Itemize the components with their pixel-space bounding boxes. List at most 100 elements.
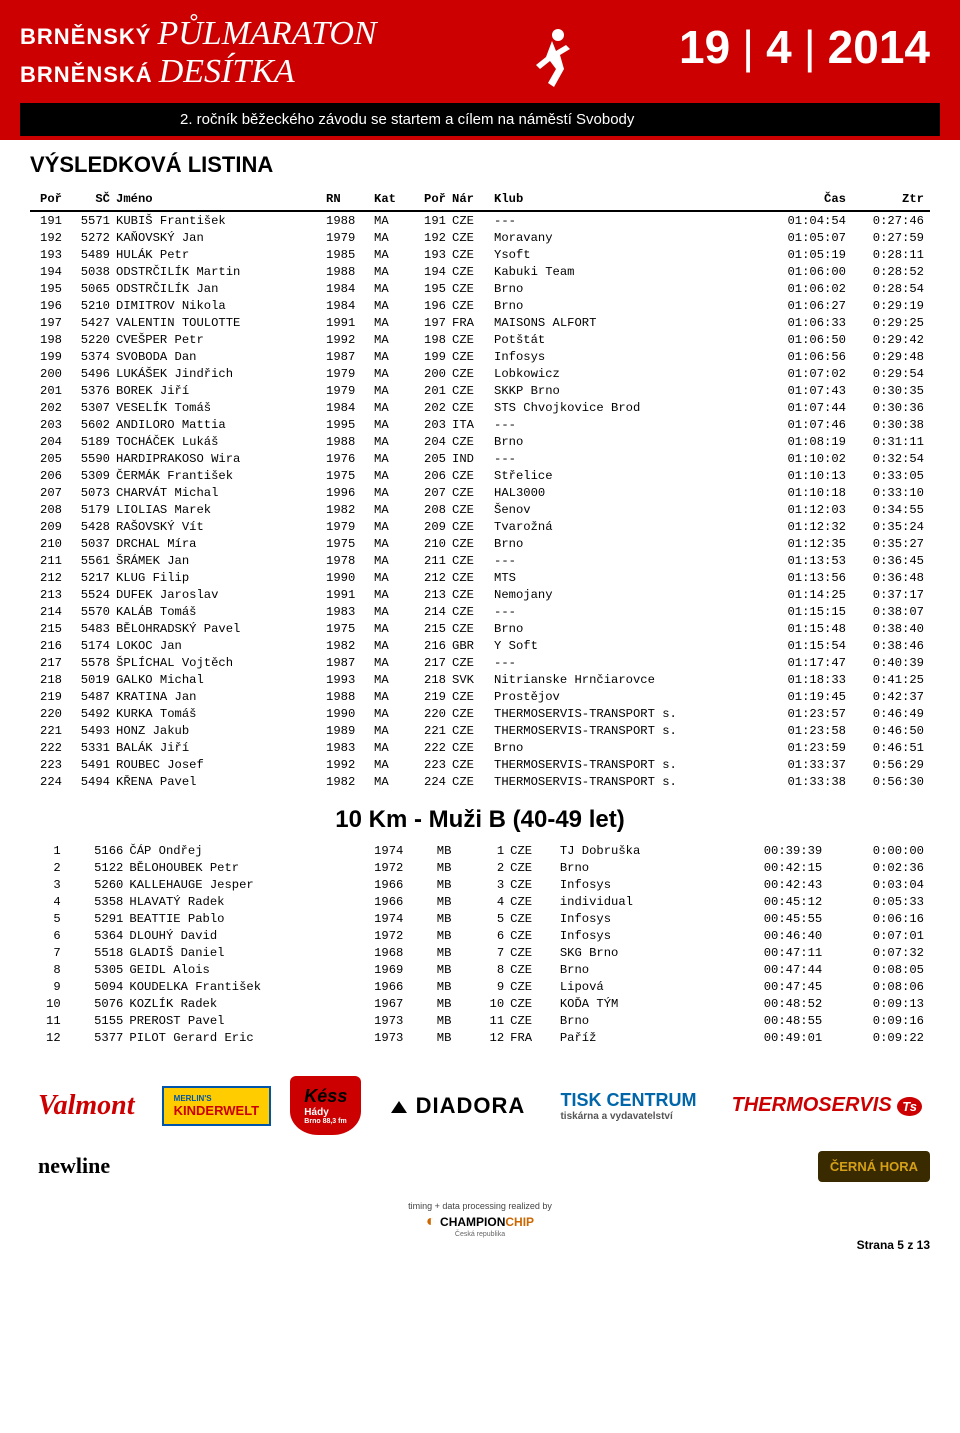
- table-cell: 1: [473, 842, 510, 859]
- table-cell: 5: [473, 910, 510, 927]
- table-cell: 0:33:10: [852, 484, 930, 501]
- table-cell: CZE: [510, 893, 560, 910]
- page-number: Strana 5 z 13: [857, 1238, 930, 1252]
- table-cell: THERMOSERVIS-TRANSPORT s.: [494, 773, 766, 790]
- table-cell: 01:10:18: [766, 484, 852, 501]
- banner-title-2b: DESÍTKA: [159, 53, 295, 91]
- table-cell: 193: [30, 246, 68, 263]
- table-cell: 191: [410, 211, 452, 229]
- table-cell: 1989: [326, 722, 374, 739]
- table-cell: 5578: [68, 654, 116, 671]
- table-cell: 0:29:25: [852, 314, 930, 331]
- table-cell: 5309: [68, 467, 116, 484]
- table-cell: Lipová: [560, 978, 714, 995]
- table-cell: 1: [30, 842, 67, 859]
- table-cell: MB: [437, 944, 474, 961]
- table-row: 1955065ODSTRČILÍK Jan1984MA195CZEBrno01:…: [30, 280, 930, 297]
- table-row: 35260KALLEHAUGE Jesper1966MB3CZEInfosys0…: [30, 876, 930, 893]
- table-cell: 01:13:53: [766, 552, 852, 569]
- table-cell: 1966: [374, 876, 437, 893]
- table-cell: 5291: [67, 910, 130, 927]
- table-cell: 0:41:25: [852, 671, 930, 688]
- table-cell: CZE: [452, 620, 494, 637]
- table-cell: 5305: [67, 961, 130, 978]
- table-cell: 5307: [68, 399, 116, 416]
- table-cell: CZE: [452, 569, 494, 586]
- table-cell: 00:47:44: [714, 961, 829, 978]
- table-cell: CZE: [510, 995, 560, 1012]
- table-cell: 0:07:32: [828, 944, 930, 961]
- table-cell: 0:36:45: [852, 552, 930, 569]
- table-cell: BEATTIE Pablo: [129, 910, 374, 927]
- banner-title-1a: BRNĚNSKÝ: [20, 24, 151, 50]
- table-cell: 0:42:37: [852, 688, 930, 705]
- table-cell: KAŇOVSKÝ Jan: [116, 229, 326, 246]
- table-cell: 5272: [68, 229, 116, 246]
- table-cell: 1967: [374, 995, 437, 1012]
- table-cell: ---: [494, 416, 766, 433]
- table-cell: Nemojany: [494, 586, 766, 603]
- table-cell: 01:10:13: [766, 467, 852, 484]
- table-cell: CZE: [452, 280, 494, 297]
- table-cell: 212: [30, 569, 68, 586]
- table-cell: Brno: [560, 1012, 714, 1029]
- table-cell: CZE: [452, 654, 494, 671]
- table-cell: KOZLÍK Radek: [129, 995, 374, 1012]
- table-cell: CZE: [452, 586, 494, 603]
- table-cell: 211: [410, 552, 452, 569]
- table-row: 1945038ODSTRČILÍK Martin1988MA194CZEKabu…: [30, 263, 930, 280]
- table-cell: 215: [30, 620, 68, 637]
- table-cell: 207: [30, 484, 68, 501]
- table-cell: Infosys: [560, 876, 714, 893]
- table-cell: 212: [410, 569, 452, 586]
- table-cell: MA: [374, 211, 410, 229]
- table-row: 2195487KRATINA Jan1988MA219CZEProstějov0…: [30, 688, 930, 705]
- table-cell: 00:45:12: [714, 893, 829, 910]
- logo-thermo-text: THERMOSERVIS: [732, 1094, 892, 1116]
- logo-cerna-hora: ČERNÁ HORA: [818, 1151, 930, 1182]
- table-cell: 01:06:50: [766, 331, 852, 348]
- table-cell: BOREK Jiří: [116, 382, 326, 399]
- table-cell: 01:33:37: [766, 756, 852, 773]
- table-cell: SVK: [452, 671, 494, 688]
- logo-championchip: ◐ CHAMPIONCHIP Česká republika: [0, 1213, 960, 1238]
- table-row: 2215493HONZ Jakub1989MA221CZETHERMOSERVI…: [30, 722, 930, 739]
- table-cell: 01:07:46: [766, 416, 852, 433]
- logo-diadora: DIADORA: [381, 1089, 534, 1123]
- table-cell: MA: [374, 450, 410, 467]
- table-cell: 5493: [68, 722, 116, 739]
- table-cell: 5076: [67, 995, 130, 1012]
- table-cell: FRA: [452, 314, 494, 331]
- table-cell: MA: [374, 246, 410, 263]
- table-cell: MA: [374, 433, 410, 450]
- banner-subtitle: 2. ročník běžeckého závodu se startem a …: [20, 103, 940, 136]
- table-cell: 1979: [326, 365, 374, 382]
- table-cell: 5483: [68, 620, 116, 637]
- table-cell: 8: [473, 961, 510, 978]
- table-cell: 0:32:54: [852, 450, 930, 467]
- table-cell: CZE: [452, 229, 494, 246]
- table-cell: 0:28:11: [852, 246, 930, 263]
- table-cell: MA: [374, 229, 410, 246]
- th-rn: RN: [326, 188, 374, 211]
- table-cell: CZE: [452, 246, 494, 263]
- table-row: 55291BEATTIE Pablo1974MB5CZEInfosys00:45…: [30, 910, 930, 927]
- table-cell: Paříž: [560, 1029, 714, 1046]
- table-cell: MA: [374, 348, 410, 365]
- table-cell: HARDIPRAKOSO Wira: [116, 450, 326, 467]
- table-cell: 195: [410, 280, 452, 297]
- table-cell: 1991: [326, 314, 374, 331]
- table-cell: FRA: [510, 1029, 560, 1046]
- table-cell: Y Soft: [494, 637, 766, 654]
- table-cell: 0:46:49: [852, 705, 930, 722]
- table-cell: 224: [30, 773, 68, 790]
- table-cell: Moravany: [494, 229, 766, 246]
- table-cell: 1966: [374, 978, 437, 995]
- table-cell: 01:14:25: [766, 586, 852, 603]
- table-cell: 0:38:07: [852, 603, 930, 620]
- table-cell: MA: [374, 620, 410, 637]
- th-sc: SČ: [68, 188, 116, 211]
- table-cell: 191: [30, 211, 68, 229]
- table-cell: PREROST Pavel: [129, 1012, 374, 1029]
- table-cell: 10: [30, 995, 67, 1012]
